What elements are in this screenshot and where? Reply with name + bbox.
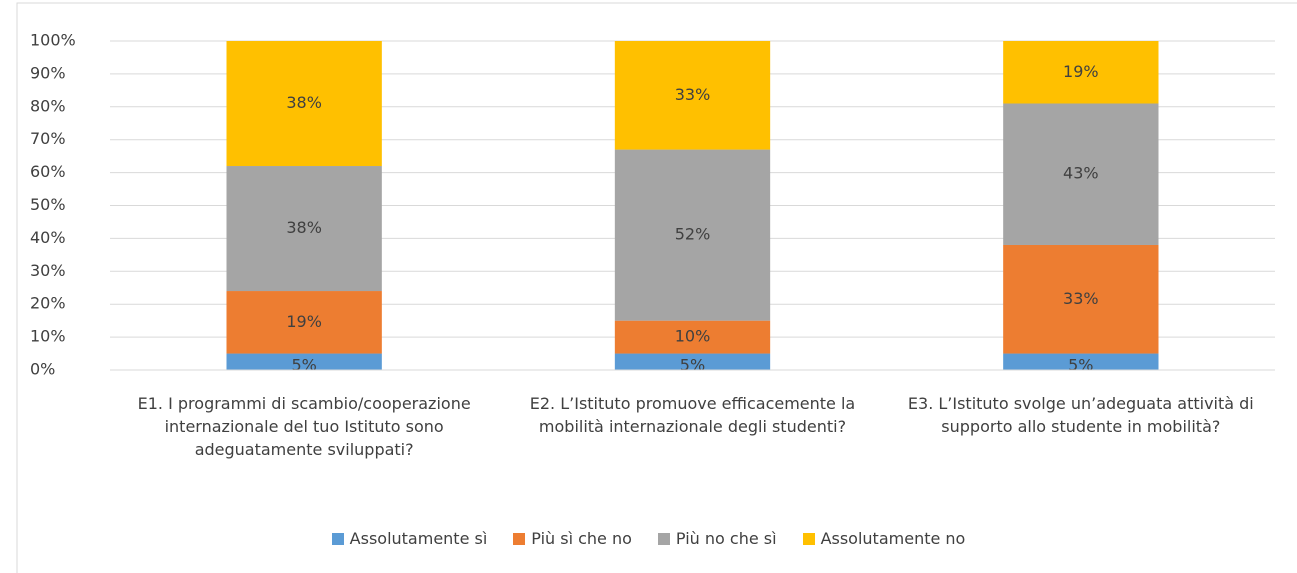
bar-segment [226, 353, 382, 370]
data-label: 33% [1063, 289, 1099, 308]
bar-segment [614, 320, 771, 354]
data-label: 38% [286, 93, 322, 112]
data-label: 52% [675, 225, 711, 244]
y-tick-label: 70% [30, 129, 66, 148]
bar-segment [614, 41, 771, 150]
legend-label: Assolutamente no [820, 529, 966, 548]
y-tick-label: 20% [30, 294, 66, 313]
y-tick-label: 50% [30, 195, 66, 214]
x-tick-label: E2. L’Istituto promuove efficacemente la… [529, 394, 856, 436]
data-label: 19% [286, 312, 322, 331]
bar-segment [1003, 41, 1159, 104]
bar-segment [226, 41, 382, 167]
legend-label: Più sì che no [531, 529, 632, 548]
chart-frame [16, 2, 1297, 573]
data-label: 10% [675, 327, 711, 346]
data-label: 43% [1063, 164, 1099, 183]
data-label: 19% [1063, 62, 1099, 81]
y-tick-label: 80% [30, 96, 66, 115]
legend-label: Assolutamente sì [349, 529, 488, 548]
data-label: 5% [680, 355, 705, 374]
bar-segment [1003, 244, 1159, 354]
legend: Assolutamente sì Più sì che no Più no che … [0, 529, 1297, 548]
bar-segment [226, 291, 382, 354]
legend-item: Più sì che no [513, 529, 632, 548]
y-tick-label: 30% [30, 261, 66, 280]
y-tick-label: 90% [30, 63, 66, 82]
bar-segment [226, 166, 382, 292]
y-tick-label: 40% [30, 228, 66, 247]
bar-segment [1003, 353, 1159, 370]
x-tick-label: E3. L’Istituto svolge un’adeguata attivi… [907, 394, 1254, 436]
legend-label: Più no che sì [675, 529, 777, 548]
bar-segment [1003, 103, 1159, 245]
legend-item: Assolutamente no [802, 529, 966, 548]
y-tick-label: 0% [30, 360, 55, 379]
legend-item: Assolutamente sì [331, 529, 488, 548]
x-tick-label: E1. I programmi di scambio/cooperazione … [137, 394, 471, 459]
legend-swatch [513, 532, 526, 545]
data-label: 5% [291, 355, 316, 374]
bar-segment [614, 353, 771, 370]
legend-item: Più no che sì [657, 529, 777, 548]
legend-swatch [802, 532, 815, 545]
legend-swatch [331, 532, 344, 545]
bar-segment [614, 149, 771, 321]
data-label: 38% [286, 218, 322, 237]
y-tick-label: 100% [30, 31, 76, 50]
y-tick-label: 60% [30, 162, 66, 181]
data-label: 33% [675, 85, 711, 104]
y-tick-label: 10% [30, 327, 66, 346]
legend-swatch [657, 532, 670, 545]
data-label: 5% [1068, 355, 1093, 374]
